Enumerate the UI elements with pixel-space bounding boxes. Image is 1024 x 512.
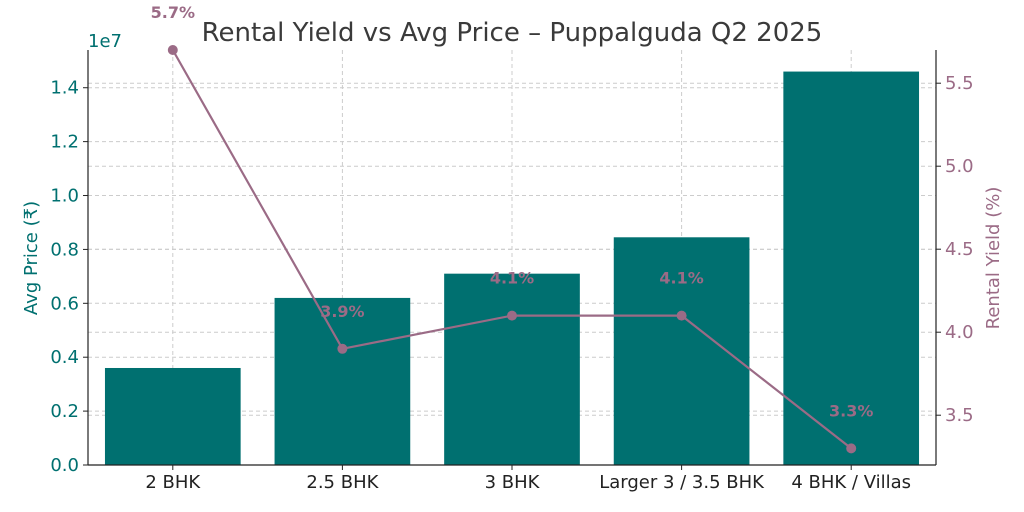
yield-point (337, 343, 348, 354)
right-tick-label: 5.5 (945, 73, 974, 94)
data-labels: 5.7% 3.9% 4.1% 4.1% 3.3% (151, 3, 874, 420)
right-axis-title: Rental Yield (%) (983, 187, 1004, 330)
chart-title: Rental Yield vs Avg Price – Puppalguda Q… (202, 18, 823, 48)
right-tick-label: 5.0 (945, 156, 974, 177)
x-tick-label: 3 BHK (485, 472, 541, 493)
price-bar (104, 367, 241, 465)
x-tick-label: Larger 3 / 3.5 BHK (599, 472, 765, 493)
x-tick-label: 2 BHK (145, 472, 201, 493)
x-tick-label: 4 BHK / Villas (791, 472, 911, 493)
yield-data-label: 3.3% (829, 401, 873, 420)
left-axis-offset-label: 1e7 (88, 31, 122, 52)
ticks: 0.0 0.2 0.4 0.6 0.8 1.0 1.2 1.4 3.5 4.0 4.5 5.0 5.5 2… (50, 73, 973, 493)
right-tick-label: 4.5 (945, 239, 974, 260)
yield-point (507, 310, 517, 321)
bar-series (104, 71, 920, 465)
right-tick-label: 4.0 (945, 322, 974, 343)
yield-point (846, 443, 857, 454)
right-tick-label: 3.5 (945, 405, 974, 426)
yield-data-label: 5.7% (151, 3, 195, 22)
left-tick-label: 1.0 (50, 186, 79, 207)
left-tick-label: 0.0 (50, 455, 79, 476)
yield-point (167, 45, 178, 55)
yield-data-label: 4.1% (659, 269, 703, 288)
price-bar (783, 71, 920, 465)
yield-data-label: 4.1% (490, 269, 534, 288)
yield-data-label: 3.9% (320, 302, 364, 321)
line-series (167, 45, 857, 454)
left-tick-label: 1.2 (50, 132, 79, 153)
left-tick-label: 0.4 (50, 347, 79, 368)
x-tick-label: 2.5 BHK (306, 472, 379, 493)
price-bar (274, 297, 411, 465)
left-axis-title: Avg Price (₹) (21, 201, 42, 315)
price-bar (444, 273, 580, 465)
yield-point (676, 310, 687, 321)
left-tick-label: 1.4 (50, 78, 79, 99)
left-tick-label: 0.6 (50, 293, 79, 314)
left-tick-label: 0.8 (50, 239, 79, 260)
left-tick-label: 0.2 (50, 401, 79, 422)
